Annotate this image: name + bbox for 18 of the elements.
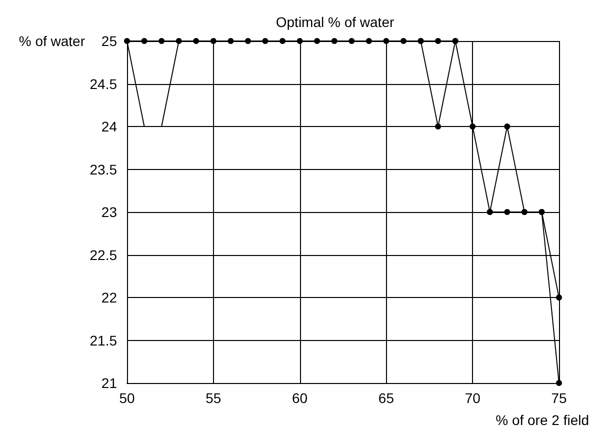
y-tick-label: 22 [101,290,118,306]
y-tick-label: 25 [101,33,118,49]
x-tick-label: 75 [551,390,567,406]
y-tick-label: 23.5 [90,161,118,178]
y-tick-label: 21.5 [90,332,118,348]
x-tick-label: 65 [378,390,394,406]
x-tick-label: 70 [464,390,481,406]
chart-title: Optimal % of water [276,14,394,30]
y-axis-title: % of water [18,33,86,49]
x-tick-label: 50 [119,390,135,406]
x-tick-label: 55 [206,390,222,406]
y-tick-label: 21 [101,375,118,391]
y-tick-label: 24.5 [90,76,118,92]
y-tick-label: 23 [101,204,118,220]
y-tick-label: 24 [101,118,118,134]
x-axis-title: % of ore 2 field [496,412,589,427]
y-tick-label: 22.5 [90,246,118,263]
x-tick-label: 60 [292,390,308,406]
